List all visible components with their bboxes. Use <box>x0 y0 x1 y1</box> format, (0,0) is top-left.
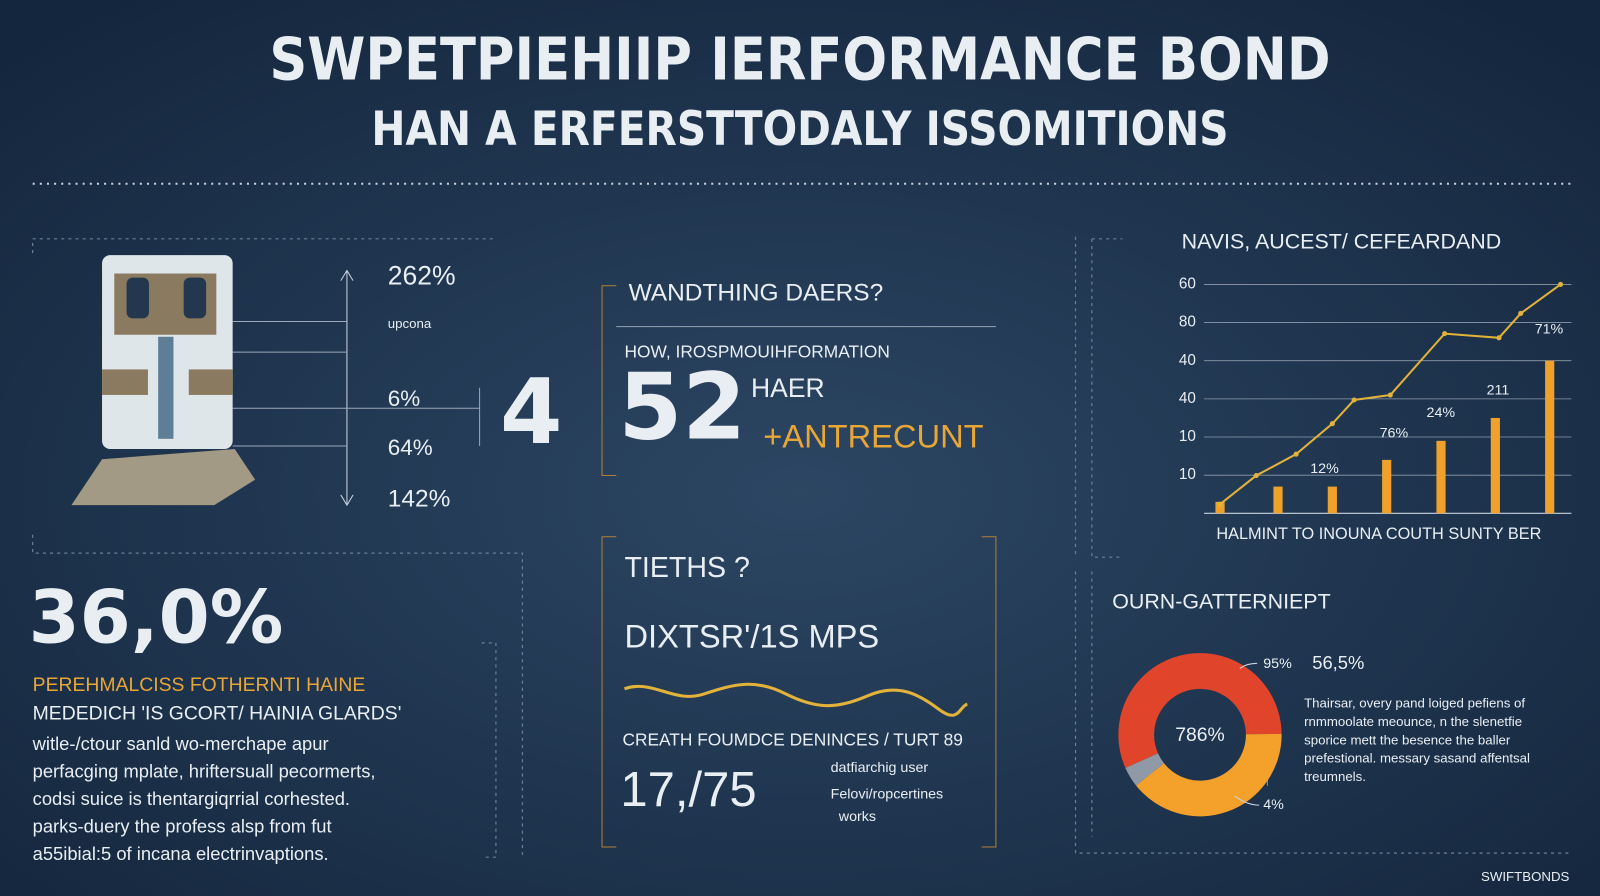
train-icon <box>71 255 256 506</box>
body-line: parks-duery the profess alsp from fut <box>33 815 332 836</box>
bullet: datfiarchig user <box>831 760 929 776</box>
subtitle: HAN A ERFERSTTODALY ISSOMITIONS <box>371 102 1228 157</box>
annotation: 71% <box>1535 321 1564 337</box>
point <box>1293 451 1299 457</box>
y-tick-label: 40 <box>1179 390 1196 407</box>
x-axis-label: HALMINT TO INOUNA COUTH SUNTY BER <box>1216 525 1541 543</box>
point <box>1387 392 1393 398</box>
footer: SWIFTBONDS <box>1481 869 1569 884</box>
annotation: 12% <box>1310 461 1339 477</box>
frame <box>1074 236 1123 558</box>
frame <box>1074 571 1572 854</box>
title: SWPETPIEHIIP IERFORMANCE BOND <box>269 24 1330 93</box>
bar <box>1215 501 1225 514</box>
big-number: 52 <box>618 354 746 461</box>
point <box>1518 310 1524 316</box>
subheading: MEDEDICH 'IS GCORT/ HAINIA GLARDS' <box>33 702 402 724</box>
point <box>1351 397 1357 403</box>
bar <box>1273 486 1283 514</box>
stat: 262% <box>388 261 456 291</box>
metric: DIXTSR'/1S MPS <box>624 617 879 654</box>
guides <box>232 320 481 447</box>
annotation: 24% <box>1427 405 1456 421</box>
slice-label: 56,5% <box>1312 652 1364 673</box>
note-line: treumnels. <box>1304 769 1366 784</box>
bullet: works <box>838 809 876 825</box>
frame <box>32 534 524 858</box>
donut-slice <box>1118 653 1282 768</box>
line <box>1219 283 1562 505</box>
note-line: prefestional. messary sasand affentsal <box>1304 751 1530 766</box>
point <box>1253 472 1259 479</box>
note-line: Thairsar, overy pand loiged pefiens of <box>1304 696 1525 711</box>
point <box>1496 335 1502 341</box>
bar <box>1436 440 1446 514</box>
body-line: codsi suice is thentargiqrrial corhested… <box>33 788 350 809</box>
unit: HAER <box>751 373 825 403</box>
annotation: 95% <box>1263 656 1292 672</box>
bracket <box>601 285 617 477</box>
annotation: 76% <box>1380 425 1409 441</box>
sparkline <box>623 682 969 717</box>
annotation: 211 <box>1487 383 1510 399</box>
stat: 142% <box>388 486 451 513</box>
note: upcona <box>388 316 432 331</box>
frame <box>32 238 496 254</box>
chart-title: OURN-GATTERNIEPT <box>1112 590 1330 614</box>
big-stat: 36,0% <box>29 576 284 661</box>
bar <box>1545 360 1555 514</box>
donut-slice <box>1136 733 1282 817</box>
heading: PEREHMALCISS FOTHERNTI HAINE <box>33 674 366 696</box>
y-tick-label: 10 <box>1179 466 1196 483</box>
slice-label: 4% <box>1263 797 1284 813</box>
body-line: witle-/ctour sanld wo-merchape apur <box>32 733 329 754</box>
donut-slice <box>1125 753 1165 786</box>
section-subtitle: HOW, IROSPMOUIHFORMATION <box>624 342 889 362</box>
section-title: TIETHS ? <box>624 552 749 584</box>
point <box>1217 501 1223 507</box>
y-tick-label: 80 <box>1179 314 1196 331</box>
caption: CREATH FOUMDCE DENINCES / TURT 89 <box>622 729 963 749</box>
point <box>1442 331 1448 337</box>
bar <box>1382 459 1392 514</box>
bar <box>1490 417 1500 514</box>
note-line: rnmmoolate meounce, n the slenetfie <box>1304 714 1522 729</box>
body-line: a55ibial:5 of incana electrinvaptions. <box>33 843 329 864</box>
point <box>1558 281 1564 287</box>
bracket <box>601 536 997 848</box>
point <box>1329 421 1335 427</box>
arrow-heads <box>340 269 354 507</box>
leader <box>1234 662 1260 806</box>
section-title: WANDTHING DAERS? <box>629 279 884 306</box>
y-tick-label: 60 <box>1179 275 1196 292</box>
big-number: 4 <box>500 361 562 465</box>
donut-center: 786% <box>1175 724 1225 746</box>
stat: 64% <box>388 435 433 460</box>
body-text: witle-/ctour sanld wo-merchape apur perfa… <box>32 733 376 864</box>
stat: 6% <box>388 386 420 411</box>
chart-title: NAVIS, AUCEST/ CEFEARDAND <box>1182 230 1502 254</box>
y-tick-label: 40 <box>1179 352 1196 369</box>
body-line: perfacging mplate, hriftersuall pecormer… <box>33 760 376 781</box>
big-number: 17,/75 <box>620 763 756 817</box>
bullet: Felovi/ropcertines <box>831 787 944 803</box>
note-text: Thairsar, overy pand loiged pefiens of rn… <box>1304 696 1530 784</box>
extra: +ANTRECUNT <box>763 417 983 454</box>
bar <box>1327 486 1337 514</box>
y-tick-label: 10 <box>1179 428 1196 445</box>
note-line: sporice mett the besence the baller <box>1304 732 1511 747</box>
